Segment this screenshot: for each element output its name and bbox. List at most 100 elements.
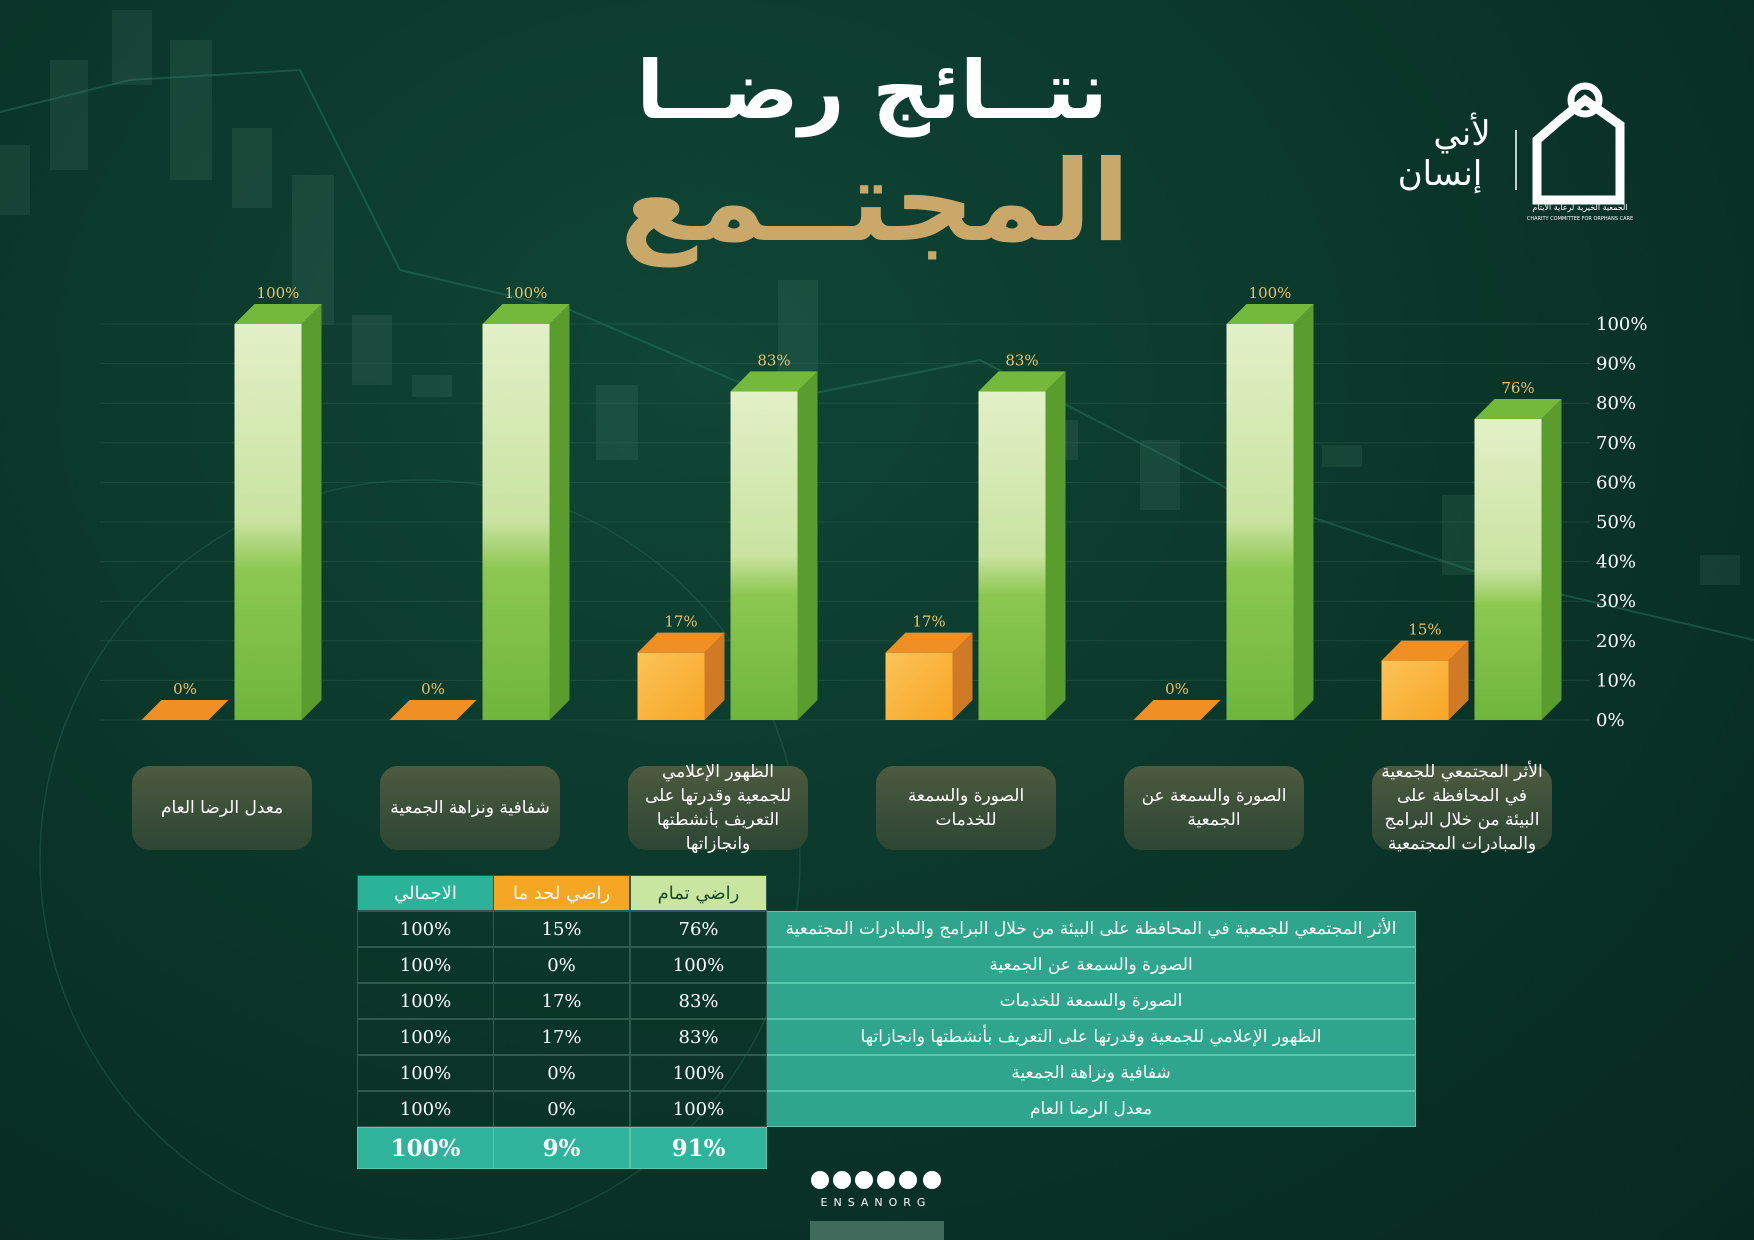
bar-front [234, 324, 302, 720]
logo-org: الجمعية الخيرية لرعاية الأيتام [1532, 202, 1627, 212]
bar-top [885, 632, 973, 653]
table-cell: 15% [493, 911, 630, 947]
footer-handle: ENSANORG [821, 1196, 932, 1209]
bar [1133, 700, 1221, 720]
row-label: الصورة والسمعة للخدمات [766, 983, 1416, 1019]
value-label: 0% [421, 680, 445, 698]
y-tick-label: 70% [1596, 433, 1636, 454]
row-label: شفافية ونزاهة الجمعية [766, 1055, 1416, 1091]
bar-front [1226, 324, 1294, 720]
bar-front [1474, 419, 1542, 720]
bar [1226, 304, 1314, 720]
background-line [0, 68, 1754, 641]
bar [389, 700, 477, 720]
table-cell: 76% [630, 911, 767, 947]
bar-front [482, 324, 550, 720]
bar-front [730, 391, 798, 720]
y-tick-label: 0% [1596, 710, 1625, 731]
category-label: شفافية ونزاهة الجمعية [380, 766, 560, 850]
table-cell: 17% [493, 1019, 630, 1055]
social-icons [811, 1171, 941, 1189]
bar-side [704, 632, 725, 720]
category-label: الصورة والسمعة للخدمات [876, 766, 1056, 850]
bar [637, 632, 725, 720]
y-tick-label: 90% [1596, 354, 1636, 375]
table-cell: 100% [630, 947, 767, 983]
y-tick-label: 60% [1596, 472, 1636, 493]
category-label: الصورة والسمعة عن الجمعية [1124, 766, 1304, 850]
table-cell: 100% [630, 1055, 767, 1091]
y-tick-label: 80% [1596, 393, 1636, 414]
bar-top [1133, 700, 1221, 720]
bar [730, 371, 818, 720]
bar-front [978, 391, 1046, 720]
y-tick-label: 30% [1596, 591, 1636, 612]
total-cell: 9% [493, 1127, 630, 1169]
value-label: 0% [173, 680, 197, 698]
value-label: 17% [912, 613, 945, 631]
row-label: معدل الرضا العام [766, 1091, 1416, 1127]
value-label: 100% [505, 284, 548, 302]
bar-side [1541, 399, 1562, 720]
bar-side [1293, 304, 1314, 720]
bar-side [549, 304, 570, 720]
bar-top [1381, 640, 1469, 661]
table-cell: 83% [630, 983, 767, 1019]
value-label: 100% [257, 284, 300, 302]
table-header: راضي تمام [630, 875, 767, 911]
bar-front [1381, 660, 1449, 720]
footer-bar [810, 1221, 944, 1240]
value-label: 76% [1501, 379, 1534, 397]
bar-top [234, 304, 322, 324]
row-label: الظهور الإعلامي للجمعية وقدرتها على التع… [766, 1019, 1416, 1055]
total-cell: 91% [630, 1127, 767, 1169]
bar [141, 700, 229, 720]
bar-side [797, 371, 818, 720]
bar-top [141, 700, 229, 720]
bar-front [637, 652, 705, 720]
logo: لأني إنسان الجمعية الخيرية لرعاية الأيتا… [1398, 82, 1633, 222]
bar-side [301, 304, 322, 720]
bar-top [730, 371, 818, 392]
bar [234, 304, 322, 720]
bar [1474, 399, 1562, 720]
table-cell: 100% [357, 911, 494, 947]
category-label: معدل الرضا العام [132, 766, 312, 850]
background-arc [39, 479, 801, 1240]
table-cell: 0% [493, 1091, 630, 1127]
bar-top [978, 371, 1066, 392]
table-cell: 100% [357, 1055, 494, 1091]
bar-side [1448, 640, 1469, 720]
value-label: 15% [1408, 621, 1441, 639]
table-header: الاجمالي [357, 875, 494, 911]
bar-front [885, 652, 953, 720]
y-tick-label: 10% [1596, 670, 1636, 691]
bar-side [1045, 371, 1066, 720]
table-cell: 100% [357, 983, 494, 1019]
bar-top [1226, 304, 1314, 324]
table-cell: 0% [493, 947, 630, 983]
bar-top [389, 700, 477, 720]
table-cell: 100% [357, 1091, 494, 1127]
bar-top [637, 632, 725, 653]
value-label: 83% [757, 351, 790, 369]
table-cell: 100% [630, 1091, 767, 1127]
bar [885, 632, 973, 720]
row-label: الصورة والسمعة عن الجمعية [766, 947, 1416, 983]
logo-tagline: إنسان [1398, 154, 1483, 194]
table-cell: 83% [630, 1019, 767, 1055]
logo-tagline: لأني [1433, 112, 1490, 154]
bar [978, 371, 1066, 720]
title-highlight: المجتــمع [620, 137, 1130, 267]
bar-top [482, 304, 570, 324]
y-tick-label: 50% [1596, 512, 1636, 533]
bar [482, 304, 570, 720]
table-cell: 100% [357, 947, 494, 983]
value-label: 100% [1249, 284, 1292, 302]
table-header: راضي لحد ما [493, 875, 630, 911]
category-label: الظهور الإعلامي للجمعية وقدرتها على التع… [628, 762, 808, 854]
total-cell: 100% [357, 1127, 494, 1169]
bar-side [952, 632, 973, 720]
table-cell: 0% [493, 1055, 630, 1091]
bar-top [1474, 399, 1562, 420]
